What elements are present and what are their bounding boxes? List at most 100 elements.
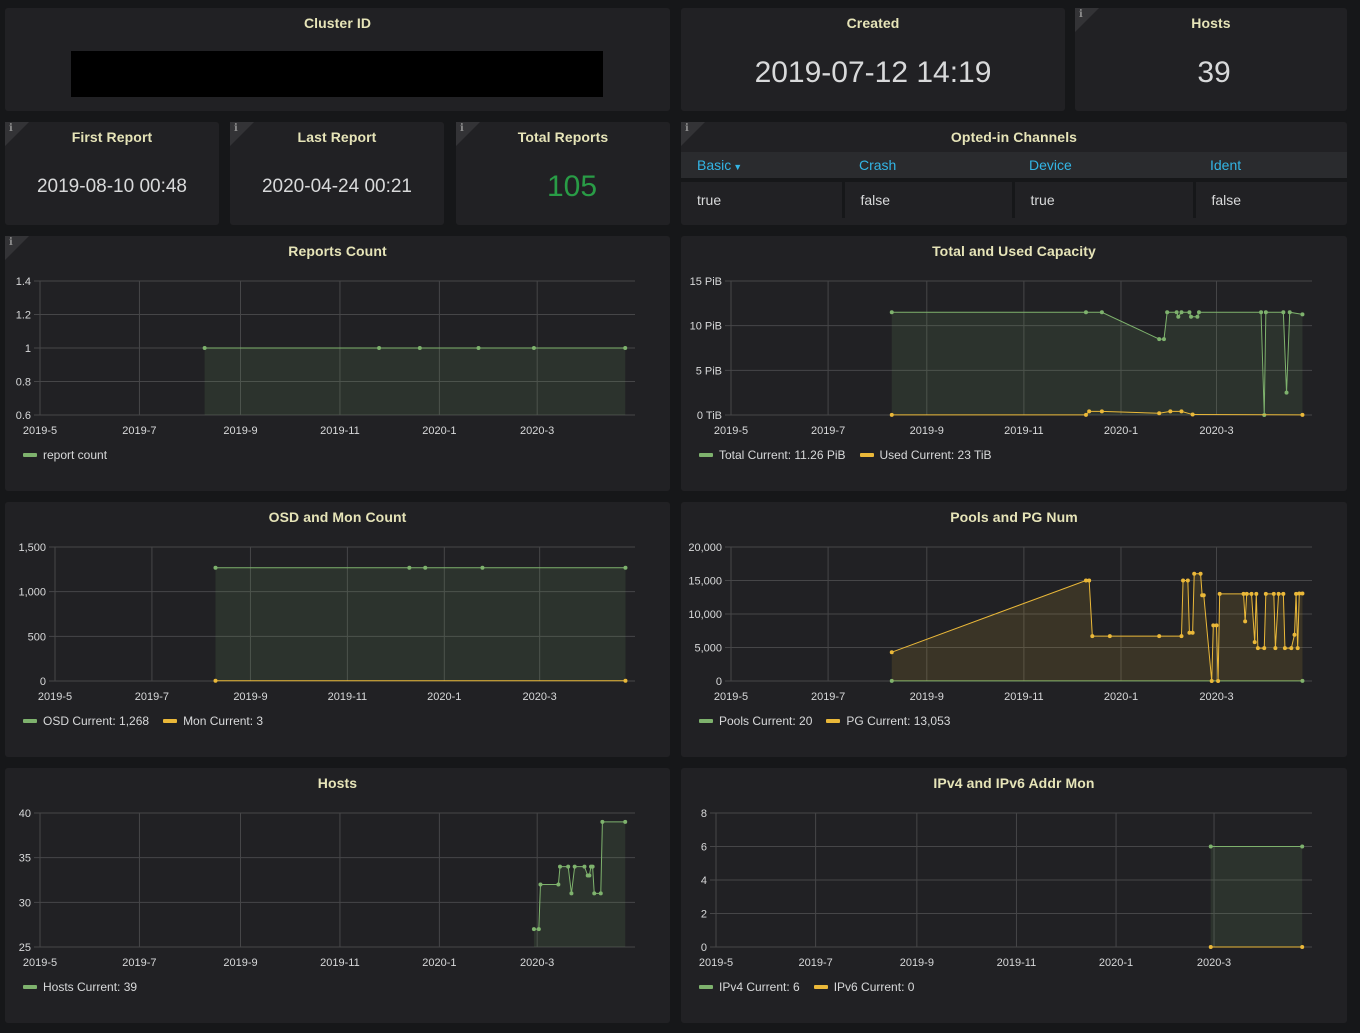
capacity-panel: Total and Used Capacity 0 TiB 5 PiB 10 PiB…	[681, 236, 1347, 491]
first-report-title: First Report	[71, 129, 153, 145]
data-point	[536, 927, 541, 932]
y-tick-label: 1	[25, 343, 31, 355]
legend-label: Hosts Current: 39	[43, 980, 138, 994]
x-tick-label: 2019-11	[320, 957, 360, 969]
legend-item[interactable]: IPv4 Current: 6	[699, 980, 800, 994]
info-corner[interactable]	[681, 122, 705, 146]
data-point	[1243, 619, 1248, 624]
chart-title: OSD and Mon Count	[268, 509, 407, 525]
series-area-report-count	[204, 348, 626, 415]
data-point	[417, 346, 422, 350]
x-tick-label: 2019-11	[320, 425, 360, 437]
chart-legend: report count	[23, 448, 107, 462]
legend-item[interactable]: IPv6 Current: 0	[813, 980, 914, 994]
legend-item[interactable]: PG Current: 13,053	[826, 714, 950, 728]
data-point	[1287, 310, 1292, 315]
x-tick-label: 2020-3	[1197, 957, 1231, 969]
x-tick-label: 2020-1	[1104, 425, 1138, 437]
x-tick-label: 2019-9	[910, 425, 944, 437]
y-tick-label: 5,000	[694, 643, 722, 655]
data-point	[531, 927, 536, 932]
info-corner[interactable]	[1075, 8, 1099, 32]
data-point	[1083, 412, 1088, 417]
created-value: 2019-07-12 14:19	[754, 56, 992, 89]
legend-label: Used Current: 23 TiB	[879, 448, 992, 462]
info-icon[interactable]: i	[234, 123, 238, 134]
data-point	[889, 412, 894, 417]
data-point	[1209, 679, 1214, 683]
info-icon[interactable]: i	[685, 123, 689, 134]
legend-item[interactable]: Hosts Current: 39	[23, 980, 137, 994]
x-tick-label: 2019-7	[122, 425, 156, 437]
legend-label: IPv4 Current: 6	[719, 980, 800, 994]
legend-item[interactable]: Mon Current: 3	[163, 714, 263, 728]
data-point	[1087, 578, 1092, 583]
data-point	[569, 891, 574, 896]
data-point	[582, 864, 587, 869]
legend-item[interactable]: Total Current: 11.26 PiB	[699, 448, 846, 462]
data-point	[1190, 630, 1195, 635]
y-tick-label: 30	[19, 897, 31, 909]
data-point	[889, 650, 894, 655]
series-area-total	[891, 312, 1303, 415]
caret-down-icon: ▼	[733, 162, 743, 172]
x-tick-label: 2020-3	[520, 425, 554, 437]
column-header-basic[interactable]: Basic ▼	[681, 152, 843, 180]
column-header-device[interactable]: Device	[1013, 152, 1194, 180]
data-point	[1185, 578, 1190, 583]
data-point	[1099, 409, 1104, 414]
chart-title: IPv4 and IPv6 Addr Mon	[933, 775, 1095, 791]
data-point	[592, 891, 597, 896]
x-tick-label: 2019-11	[997, 957, 1037, 969]
chart-svg: 25 30 35 40 2019-5 2019-7 2019-9 2019-11 2020-1 2…	[19, 808, 635, 969]
y-tick-label: 8	[701, 808, 707, 820]
y-tick-label: 15,000	[688, 576, 722, 588]
data-point	[889, 678, 894, 683]
data-point	[1276, 591, 1281, 596]
data-point	[1179, 634, 1184, 639]
reports-count-panel: i Reports Count 0.6 0.8 1 1.2 1.4 2019-5 2019-…	[5, 236, 670, 491]
data-point	[1201, 593, 1206, 598]
data-point	[1161, 337, 1166, 342]
y-tick-label: 0	[40, 676, 46, 688]
info-corner[interactable]	[5, 122, 29, 146]
last-report-panel: i Last Report 2020-04-24 00:21	[230, 122, 444, 225]
y-tick-label: 0	[701, 942, 707, 954]
data-point	[1300, 678, 1305, 683]
x-tick-label: 2020-1	[422, 957, 456, 969]
x-tick-label: 2019-5	[714, 691, 748, 703]
chart-svg: 0 500 1,000 1,500 2019-5 2019-7 2019-9 2019-11 2…	[18, 542, 635, 703]
y-tick-label: 1,500	[18, 542, 46, 554]
info-icon[interactable]: i	[9, 237, 13, 248]
y-tick-label: 0.8	[16, 377, 31, 389]
info-corner[interactable]	[456, 122, 480, 146]
legend-label: report count	[43, 448, 108, 462]
legend-item[interactable]: OSD Current: 1,268	[23, 714, 149, 728]
info-icon[interactable]: i	[1079, 9, 1083, 20]
data-point	[1107, 634, 1112, 639]
data-point	[1289, 646, 1294, 651]
data-point	[1263, 310, 1268, 315]
data-point	[598, 891, 603, 896]
x-tick-label: 2019-7	[122, 957, 156, 969]
info-icon[interactable]: i	[9, 123, 13, 134]
info-corner[interactable]	[230, 122, 254, 146]
legend-swatch	[23, 453, 37, 457]
column-header-crash[interactable]: Crash	[843, 152, 1013, 180]
data-point	[1281, 310, 1286, 315]
legend-item[interactable]: Pools Current: 20	[699, 714, 812, 728]
legend-swatch	[813, 985, 828, 989]
y-tick-label: 10,000	[688, 609, 722, 621]
ip-addr-panel: IPv4 and IPv6 Addr Mon 0 2 4 6 8 2019-5 2019-7…	[681, 768, 1347, 1023]
opted-in-channels-panel: i Opted-in Channels Basic ▼ Crash Device …	[681, 122, 1347, 225]
info-corner[interactable]	[5, 236, 29, 260]
y-tick-label: 5 PiB	[696, 365, 722, 377]
y-tick-label: 35	[19, 853, 31, 865]
x-tick-label: 2019-9	[223, 425, 257, 437]
data-point	[1157, 337, 1162, 342]
column-header-ident[interactable]: Ident	[1194, 152, 1347, 180]
info-icon[interactable]: i	[460, 123, 464, 134]
y-tick-label: 10 PiB	[690, 321, 722, 333]
legend-item[interactable]: Used Current: 23 TiB	[859, 448, 992, 462]
legend-item[interactable]: report count	[23, 448, 107, 462]
